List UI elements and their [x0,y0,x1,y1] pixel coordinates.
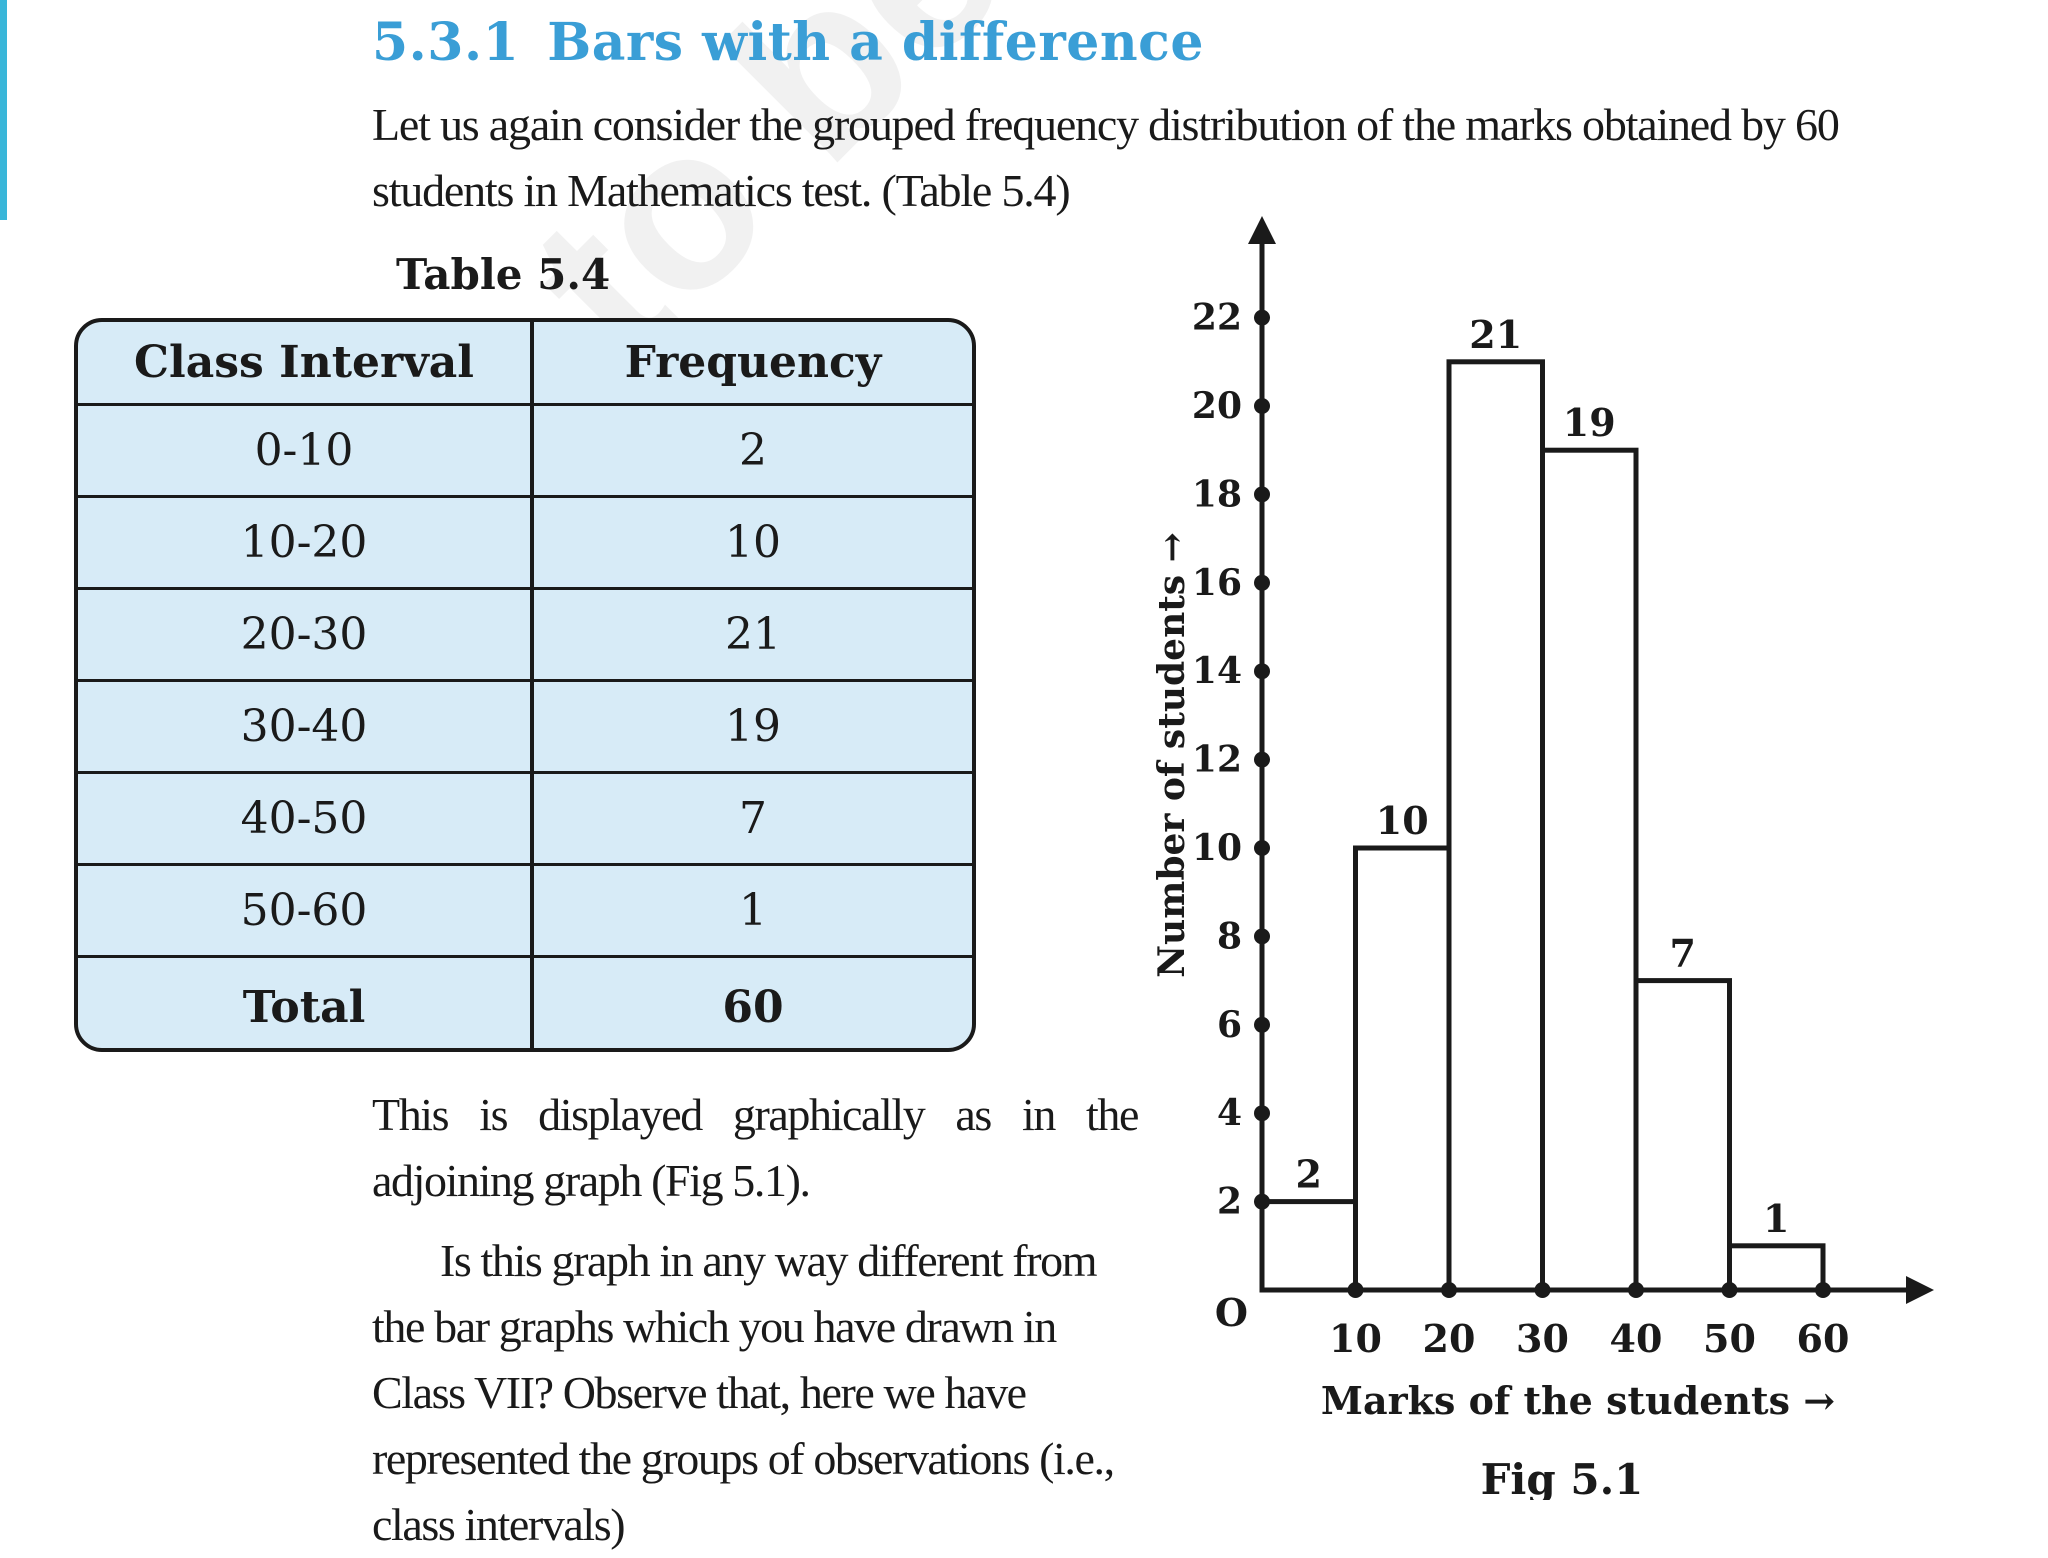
class-interval-cell: 20-30 [78,590,534,679]
y-tick-label: 18 [1192,473,1242,515]
x-axis-title: Marks of the students → [1321,1378,1835,1423]
frequency-table: Class Interval Frequency 0-10 2 10-20 10… [74,318,976,1052]
page-edge-accent [0,0,7,220]
figure-caption: Fig 5.1 [1481,1455,1644,1500]
origin-label: O [1215,1290,1248,1335]
y-axis-arrow-icon [1248,216,1276,244]
x-tick-label: 20 [1423,1316,1476,1361]
table-row: 10-20 10 [78,498,972,590]
y-tick-dot [1254,398,1270,414]
y-tick-dot [1254,574,1270,591]
y-axis-title: Number of students → [1151,532,1193,978]
bar-value-label: 1 [1763,1196,1789,1241]
class-interval-cell: 10-20 [78,498,534,587]
y-tick-label: 10 [1192,827,1242,869]
table-row: 0-10 2 [78,406,972,498]
x-tick-dot [1347,1282,1364,1298]
histogram-bar [1259,1199,1358,1293]
y-tick-label: 14 [1192,650,1242,692]
y-tick-dot [1254,751,1270,768]
intro-paragraph: Let us again consider the grouped freque… [372,99,1840,216]
bar-value-label: 21 [1469,312,1522,357]
header-frequency: Frequency [624,337,882,388]
table-row: 40-50 7 [78,774,972,866]
histogram-bar [1353,845,1452,1293]
y-tick-dot [1254,1193,1270,1210]
x-tick-label: 10 [1329,1316,1382,1361]
bar-value-label: 7 [1670,931,1696,976]
bar-value-label: 19 [1563,400,1616,445]
frequency-cell: 21 [725,609,781,660]
y-tick-dot [1254,309,1270,326]
y-tick-label: 20 [1192,385,1242,427]
histogram-bar [1446,359,1545,1293]
y-tick-label: 12 [1192,739,1242,781]
x-tick-label: 50 [1703,1316,1756,1361]
histogram-bar [1727,1243,1826,1293]
table-row: 30-40 19 [78,682,972,774]
x-tick-dot [1534,1282,1551,1298]
total-label: Total [78,958,534,1048]
y-tick-label: 2 [1217,1181,1242,1223]
class-interval-cell: 0-10 [78,406,534,495]
y-tick-label: 8 [1217,915,1242,957]
y-tick-label: 22 [1192,297,1242,339]
y-tick-dot [1254,486,1270,503]
section-number: 5.3.1 [372,12,520,73]
y-tick-label: 4 [1217,1092,1242,1134]
x-tick-dot [1815,1282,1831,1298]
class-interval-cell: 30-40 [78,682,534,771]
y-tick-label: 6 [1217,1004,1242,1046]
table-header-row: Class Interval Frequency [78,322,972,406]
histogram-bar [1540,447,1639,1293]
y-tick-dot [1254,840,1270,856]
x-tick-dot [1721,1282,1738,1298]
table-caption: Table 5.4 [396,250,611,299]
section-heading: 5.3.1 Bars with a difference [372,12,1204,73]
class-interval-cell: 50-60 [78,866,534,955]
class-interval-cell: 40-50 [78,774,534,863]
frequency-cell: 1 [739,885,767,936]
table-row: 20-30 21 [78,590,972,682]
frequency-cell: 2 [739,425,767,476]
bar-value-label: 10 [1376,798,1429,843]
x-axis-arrow-icon [1906,1276,1934,1304]
y-tick-dot [1254,663,1270,680]
section-title: Bars with a difference [547,12,1204,73]
y-tick-label: 16 [1192,562,1242,604]
paragraph-question: Is this graph in any way different from … [372,1235,1115,1550]
histogram-bar [1633,978,1732,1293]
x-tick-label: 60 [1797,1316,1850,1361]
frequency-cell: 10 [725,517,781,568]
y-tick-dot [1254,1016,1270,1033]
paragraph-display-note: This is displayed graphically as in the … [372,1089,1139,1206]
bar-value-label: 2 [1296,1152,1322,1197]
y-tick-dot [1254,928,1270,945]
x-tick-dot [1441,1282,1457,1298]
frequency-cell: 7 [739,793,767,844]
histogram-figure: 2 10 21 19 7 1 2 4 6 8 10 12 14 16 18 20 22 10 20 30 40 50 60 O… [1100,200,2048,1504]
y-tick-dot [1254,1105,1270,1122]
header-class-interval: Class Interval [78,322,534,403]
x-tick-dot [1628,1282,1644,1298]
table-row: 50-60 1 [78,866,972,958]
x-tick-label: 40 [1610,1316,1663,1361]
x-tick-label: 30 [1516,1316,1569,1361]
table-total-row: Total 60 [78,958,972,1048]
total-value: 60 [722,982,784,1033]
frequency-cell: 19 [725,701,781,752]
